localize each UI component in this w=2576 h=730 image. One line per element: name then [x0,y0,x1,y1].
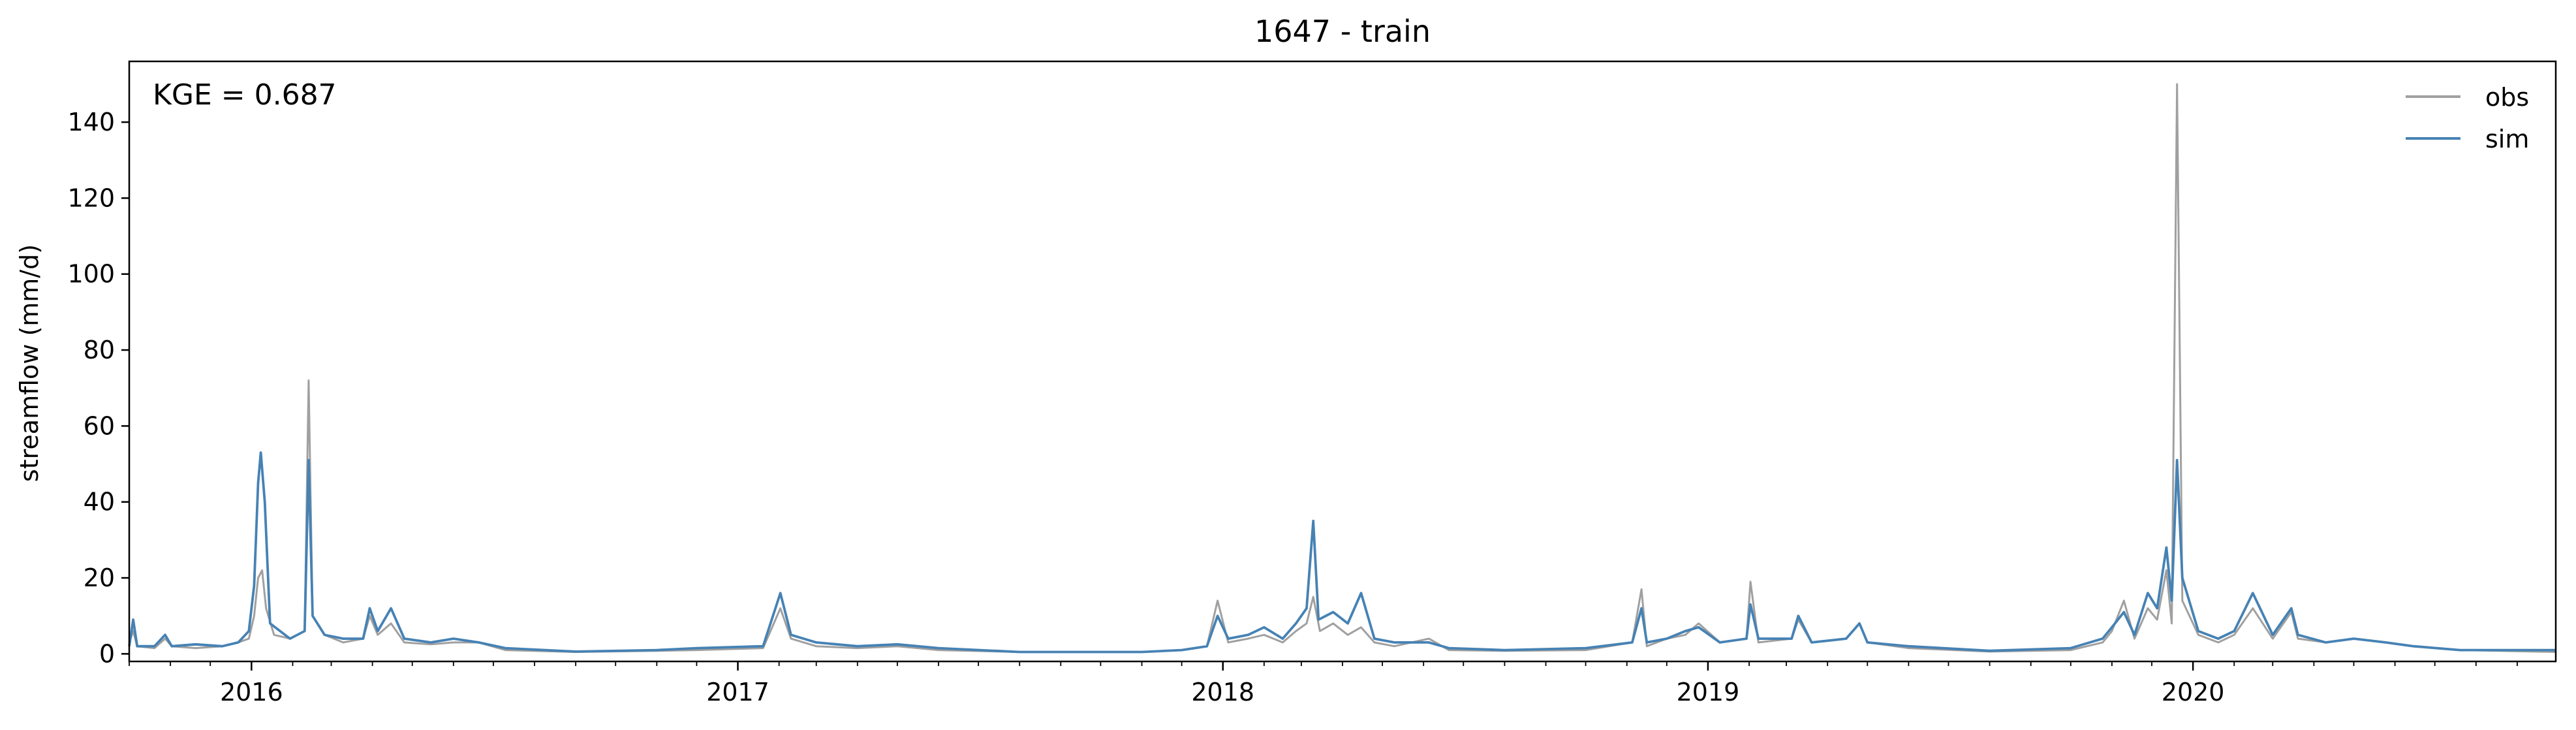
y-axis: 0 20 40 60 80 100 120 140 [67,108,129,668]
y-tick-label: 140 [67,108,115,136]
series-line-obs [128,83,2556,653]
y-tick-label: 20 [84,563,115,592]
x-tick-label: 2020 [2162,678,2225,706]
y-tick-label: 40 [84,488,115,516]
y-tick-label: 100 [67,260,115,289]
legend: obs sim [2406,83,2529,153]
series-layer [128,83,2556,654]
x-axis: 2016 2017 2018 2019 2020 [129,661,2518,706]
y-tick-label: 0 [99,639,115,668]
series-line-sim [128,451,2556,654]
x-tick-label: 2017 [706,678,769,706]
plot-frame [128,60,2557,663]
y-tick-label: 120 [67,183,115,212]
x-tick-label: 2016 [220,678,283,706]
y-axis-label: streamflow (mm/d) [15,244,44,482]
x-tick-label: 2019 [1677,678,1740,706]
kge-annotation: KGE = 0.687 [153,78,337,112]
y-tick-label: 80 [84,336,115,364]
x-tick-label: 2018 [1191,678,1254,706]
y-tick-label: 60 [84,411,115,440]
legend-obs-label: obs [2485,83,2529,112]
legend-sim-label: sim [2485,125,2529,153]
chart-title: 1647 - train [1254,14,1431,49]
